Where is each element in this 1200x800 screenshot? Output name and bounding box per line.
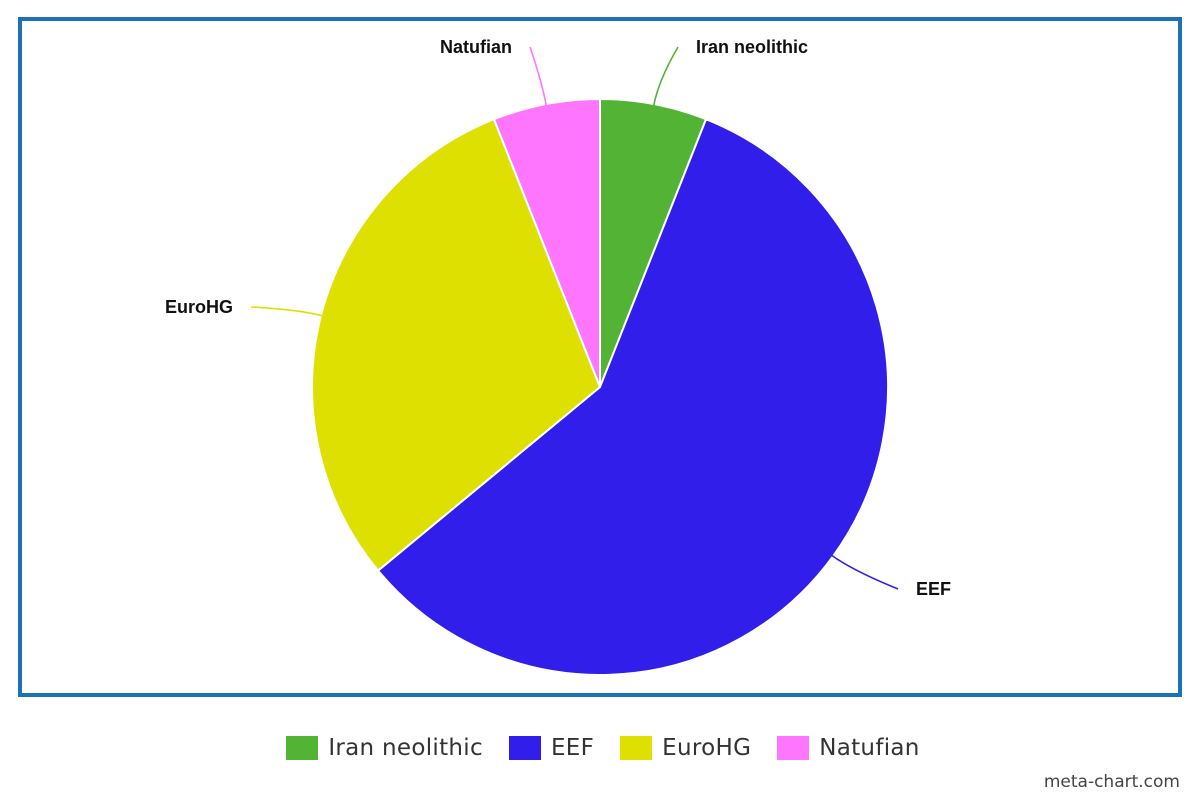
legend-swatch-iran-neolithic <box>286 736 319 760</box>
legend-swatch-eurohg <box>620 736 653 760</box>
leader-line-natufian <box>529 46 548 107</box>
legend-label-natufian: Natufian <box>819 735 920 761</box>
leader-line-eef <box>830 554 899 590</box>
legend-item-eurohg[interactable]: EuroHG <box>620 735 751 761</box>
watermark: meta-chart.com <box>1043 772 1180 792</box>
legend-item-natufian[interactable]: Natufian <box>777 735 919 761</box>
slice-label-natufian: Natufian <box>440 37 512 57</box>
legend-label-eef: EEF <box>550 735 595 761</box>
slice-label-eef: EEF <box>916 579 951 599</box>
legend-swatch-eef <box>508 736 541 760</box>
legend-item-eef[interactable]: EEF <box>508 735 595 761</box>
legend-item-iran-neolithic[interactable]: Iran neolithic <box>286 735 483 761</box>
legend-label-eurohg: EuroHG <box>662 735 752 761</box>
leader-line-eurohg <box>250 306 324 317</box>
legend-label-iran-neolithic: Iran neolithic <box>328 735 483 761</box>
leader-line-iran-neolithic <box>652 46 679 107</box>
slice-label-eurohg: EuroHG <box>165 297 233 317</box>
legend-swatch-natufian <box>777 736 810 760</box>
slice-label-iran-neolithic: Iran neolithic <box>696 37 808 57</box>
legend: Iran neolithic EEF EuroHG Natufian <box>0 728 1200 768</box>
